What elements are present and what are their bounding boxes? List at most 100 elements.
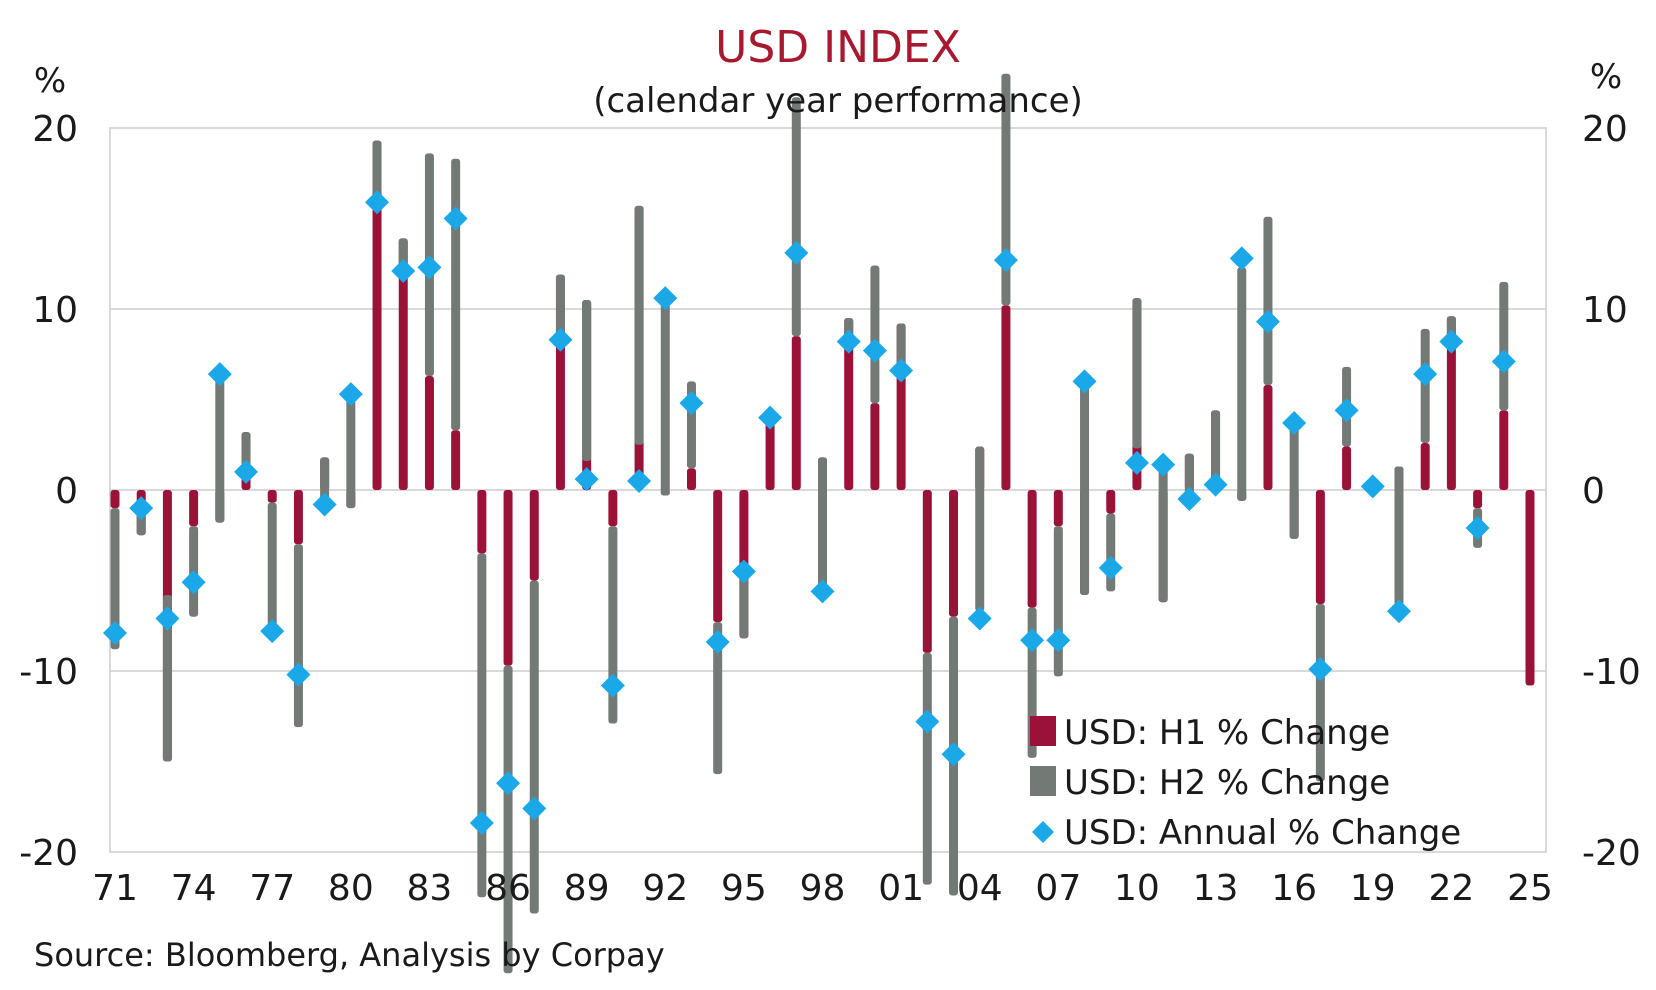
h2-bar: [1315, 604, 1325, 782]
x-tick-label: 19: [1350, 868, 1396, 909]
annual-marker: [1360, 474, 1385, 499]
h2-bar: [582, 299, 592, 462]
annual-marker: [1020, 628, 1045, 653]
h2-bar: [451, 158, 461, 431]
h2-bar: [1211, 410, 1221, 480]
h2-bar: [320, 457, 330, 505]
x-tick-label: 74: [171, 868, 217, 909]
h2-bar: [1184, 453, 1194, 501]
h2-bar: [1158, 457, 1168, 603]
h1-bar: [1053, 490, 1063, 527]
y-unit-right: %: [1590, 57, 1622, 97]
annual-marker: [1255, 309, 1280, 334]
h1-bar: [608, 490, 618, 527]
h1-bar: [110, 490, 120, 509]
annual-marker: [1491, 349, 1516, 374]
h2-bar: [215, 374, 225, 523]
x-tick-label: 01: [878, 868, 924, 909]
h2-bar: [503, 665, 513, 974]
annual-marker: [1177, 487, 1202, 512]
annual-marker: [1151, 452, 1176, 477]
annual-marker: [312, 492, 337, 517]
annual-marker: [889, 358, 914, 383]
annual-marker: [234, 459, 259, 484]
annual-marker: [810, 579, 835, 604]
annual-marker: [1308, 657, 1333, 682]
h2-bar: [975, 446, 985, 612]
h2-bar: [346, 394, 356, 509]
x-tick-label: 86: [485, 868, 531, 909]
annual-marker: [1203, 472, 1228, 497]
annual-marker: [417, 255, 442, 280]
x-tick-label: 95: [721, 868, 767, 909]
annual-marker: [1386, 599, 1411, 624]
annual-marker: [260, 619, 285, 644]
h1-bar: [1420, 442, 1430, 490]
legend-label-h2: USD: H2 % Change: [1064, 763, 1390, 803]
annual-marker: [653, 286, 678, 311]
y-tick-label-left: 0: [55, 471, 78, 512]
annual-marker: [705, 630, 730, 655]
annual-marker: [1098, 555, 1123, 580]
h2-bar: [162, 594, 172, 762]
annual-marker: [1439, 329, 1464, 354]
x-tick-label: 22: [1428, 868, 1474, 909]
annual-marker: [443, 206, 468, 231]
h2-bar: [870, 265, 880, 404]
annual-marker: [627, 468, 652, 493]
annual-marker: [1046, 628, 1071, 653]
legend: USD: H1 % Change USD: H2 % Change USD: A…: [1030, 713, 1461, 853]
h2-bar: [529, 580, 539, 914]
h1-bar: [1525, 490, 1535, 686]
annual-marker: [129, 496, 154, 521]
legend-swatch-h2: [1030, 766, 1056, 796]
h1-bar: [398, 238, 408, 490]
h2-bar: [267, 502, 277, 641]
h1-bar: [922, 490, 932, 653]
x-tick-label: 04: [957, 868, 1003, 909]
h2-bar: [634, 205, 644, 445]
annual-marker: [338, 382, 363, 407]
annual-marker: [522, 796, 547, 821]
annual-marker: [103, 620, 127, 645]
x-tick-label: 92: [642, 868, 688, 909]
x-tick-label: 80: [328, 868, 374, 909]
x-tick-label: 83: [407, 868, 453, 909]
annual-marker: [391, 258, 416, 283]
annual-marker: [1072, 369, 1097, 394]
h1-bar: [791, 336, 801, 490]
x-tick-label: 89: [564, 868, 610, 909]
h2-bar: [1080, 372, 1090, 595]
y-tick-label-right: 10: [1582, 290, 1628, 331]
y-tick-label-right: 20: [1582, 109, 1628, 150]
h2-bar: [241, 432, 251, 472]
legend-label-h1: USD: H1 % Change: [1064, 713, 1390, 753]
annual-marker: [1465, 516, 1490, 541]
h1-bar: [1001, 305, 1011, 490]
axis-labels: 20 20 10 10 0 0 -10 -10 -20 -20 71 74 77 80 83 86 89 92 95…: [19, 109, 1641, 909]
annual-marker: [862, 338, 887, 363]
h2-bar: [739, 564, 749, 639]
h1-bar: [1027, 490, 1037, 608]
x-tick-label: 77: [249, 868, 295, 909]
h2-bar: [293, 544, 303, 728]
h2-bar: [1132, 298, 1142, 449]
h2-bar: [1289, 421, 1299, 539]
annual-marker: [1334, 398, 1359, 423]
annual-marker: [496, 771, 521, 796]
annual-marker: [784, 240, 809, 265]
h1-bar: [844, 318, 854, 490]
h2-bar: [1001, 73, 1011, 306]
h1-bar: [189, 490, 199, 527]
y-tick-label-left: -20: [19, 833, 78, 874]
h1-bar: [451, 430, 461, 490]
x-tick-label: 16: [1271, 868, 1317, 909]
annual-marker: [1282, 411, 1307, 436]
annual-marker: [207, 362, 232, 387]
annual-marker: [548, 327, 573, 352]
source-note: Source: Bloomberg, Analysis by Corpay: [34, 936, 665, 974]
chart-subtitle: (calendar year performance): [593, 81, 1083, 121]
h2-bar: [1053, 526, 1063, 677]
annual-marker: [758, 405, 783, 430]
y-tick-label-right: -20: [1582, 833, 1641, 874]
